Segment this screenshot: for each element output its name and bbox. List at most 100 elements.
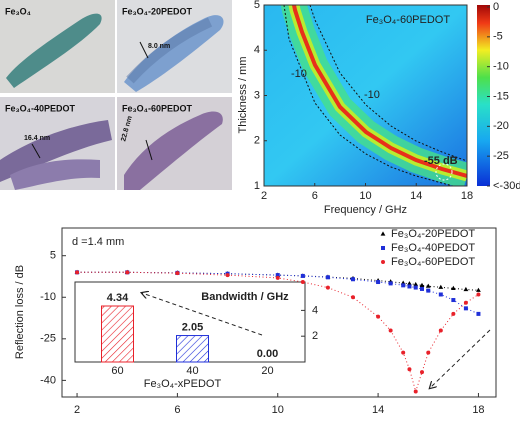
colorbar-tick-label: -10 (493, 61, 509, 73)
legend-label: Fe₃O₄-20PEDOT (391, 228, 475, 240)
contour-line (309, 5, 467, 162)
data-point (451, 298, 456, 303)
data-point (407, 284, 412, 289)
value-label: 0.00 (257, 348, 278, 360)
data-point (275, 275, 280, 280)
scale-bar (139, 41, 149, 59)
rod (124, 15, 224, 92)
x-tick-label: 6 (312, 190, 318, 202)
data-point (351, 277, 356, 282)
micrographs: Fe₃O₄ Fe₃O₄-20PEDOT Fe₃O₄-40PEDOT Fe₃O₄-… (0, 0, 232, 190)
y-tick-label: 4 (254, 44, 260, 56)
data-point (407, 281, 412, 286)
contour-map (264, 5, 467, 186)
x-tick-label: 60 (111, 365, 123, 377)
data-point (476, 287, 481, 292)
scale-label: 8.0 nm (148, 43, 170, 50)
data-point (425, 283, 431, 288)
data-point (401, 350, 406, 355)
legend-marker (380, 231, 386, 236)
data-point (419, 370, 424, 375)
x-tick-label: 10 (359, 190, 371, 202)
annotation: -55 dB (424, 155, 458, 167)
colorbar-tick-label: 0 (493, 1, 499, 13)
arrow (430, 329, 491, 388)
colorbar-tick-label: -20 (493, 120, 509, 132)
data-point (388, 328, 393, 333)
tile-label: Fe₃O₄-60PEDOT (122, 103, 192, 113)
data-point (401, 283, 406, 288)
scale-bar (31, 143, 41, 159)
data-point (407, 367, 412, 372)
rod (124, 111, 223, 190)
bar (176, 335, 209, 363)
legend-marker (381, 260, 385, 264)
data-point (351, 295, 356, 300)
data-point (463, 306, 468, 311)
colorbar-tick-label: -25 (493, 150, 509, 162)
data-point (450, 285, 456, 290)
colorbar (477, 5, 490, 186)
x-tick-label: 18 (461, 190, 473, 202)
data-point (426, 350, 431, 355)
x-tick-label: 40 (186, 365, 198, 377)
y-tick-label: 4 (312, 304, 318, 316)
data-point (438, 292, 443, 297)
data-point (376, 280, 381, 285)
annotation: -10 (364, 89, 380, 101)
data-point (300, 273, 305, 278)
data-point (438, 328, 443, 333)
data-point (225, 273, 230, 278)
y-tick-label: -10 (40, 291, 56, 303)
colorbar-tick-label: -15 (493, 90, 509, 102)
y-tick-label: 5 (254, 0, 260, 11)
x-tick-label: 20 (261, 365, 273, 377)
y-tick-label: 5 (50, 250, 56, 262)
legend-marker (381, 246, 385, 250)
x-tick-label: 14 (372, 404, 384, 416)
arrow (142, 293, 263, 336)
tile-label: Fe₃O₄-20PEDOT (122, 6, 192, 16)
data-point (125, 270, 130, 275)
data-point (419, 286, 424, 291)
value-label: 2.05 (182, 321, 203, 333)
data-point (419, 282, 425, 287)
y-axis-label: Thickness / mm (237, 56, 249, 133)
legend-label: Fe₃O₄-40PEDOT (391, 242, 475, 254)
x-axis-label: Fe₃O₄-xPEDOT (144, 378, 222, 390)
data-point (376, 314, 381, 319)
colorbar-tick-label: <-30dB (493, 180, 520, 192)
data-point (476, 311, 481, 316)
data-point (175, 271, 180, 276)
y-tick-label: 1 (254, 180, 260, 192)
data-point (413, 285, 418, 290)
scale-bar (145, 139, 153, 161)
y-tick-label: 2 (312, 330, 318, 342)
value-label: 4.34 (107, 292, 129, 304)
y-tick-label: -40 (40, 374, 56, 386)
data-point (463, 286, 469, 292)
y-axis-label: Reflection loss / dB (14, 265, 26, 359)
inset-title: Bandwidth / GHz (201, 291, 289, 303)
rod (10, 159, 100, 190)
bar (101, 305, 134, 363)
data-point (413, 281, 419, 287)
x-tick-label: 2 (261, 190, 267, 202)
band (291, 5, 467, 178)
data-point (75, 270, 80, 275)
data-point (275, 273, 280, 278)
chart-title: Fe₃O₄-60PEDOT (366, 14, 450, 26)
data-point (325, 275, 330, 280)
contour-line (283, 5, 455, 186)
annotation: d =1.4 mm (72, 236, 124, 248)
annotation: -10 (291, 68, 307, 80)
tile-label: Fe₃O₄-40PEDOT (5, 103, 75, 113)
legend-label: Fe₃O₄-60PEDOT (391, 256, 475, 268)
data-point (463, 300, 468, 305)
data-point (300, 280, 305, 285)
data-point (451, 311, 456, 316)
data-point (325, 285, 330, 290)
data-point (476, 292, 481, 297)
